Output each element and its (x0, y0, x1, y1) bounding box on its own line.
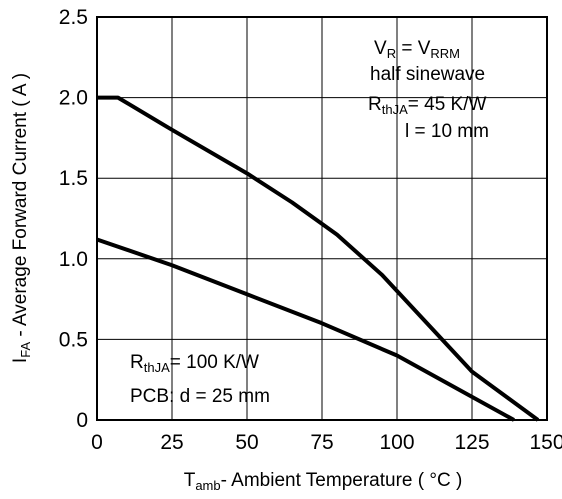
annotation-bottom-left: RthJA= 100 K/W PCB: d = 25 mm (130, 352, 270, 407)
x-tick-label: 150 (529, 431, 562, 454)
y-tick-label: 0 (76, 409, 88, 432)
x-tick-label: 125 (454, 431, 489, 454)
x-axis-label-rest: - Ambient Temperature ( °C ) (221, 470, 463, 491)
x-tick-label: 75 (310, 431, 333, 454)
plot-frame (96, 16, 548, 421)
x-axis-label-sub: amb (195, 478, 220, 493)
x-tick-label: 100 (379, 431, 414, 454)
series-line-2 (96, 237, 515, 422)
y-tick-label: 2.0 (59, 87, 88, 110)
series-line-1 (97, 95, 540, 422)
y-tick-label: 0.5 (59, 328, 88, 351)
x-axis-label: Tamb- Ambient Temperature ( °C ) (184, 470, 463, 493)
grid (97, 17, 547, 420)
annotation-rthja-45: RthJA= 45 K/W (368, 94, 486, 117)
annotation-rthja-100: RthJA= 100 K/W (130, 352, 259, 375)
annotation-top-right: VR = VRRM half sinewave RthJA= 45 K/W l … (368, 38, 489, 142)
x-tick-label: 25 (160, 431, 183, 454)
x-tick-label: 0 (91, 431, 103, 454)
annotation-length: l = 10 mm (405, 121, 489, 142)
y-axis-label-rest: - Average Forward Current ( A ) (10, 73, 31, 342)
series-group (96, 95, 540, 422)
x-tick-label: 50 (235, 431, 258, 454)
annotation-vr: VR = VRRM (374, 38, 460, 61)
y-tick-label: 1.5 (59, 167, 88, 190)
y-axis-label-sub: FA (18, 342, 33, 358)
y-tick-label: 1.0 (59, 248, 88, 271)
annotation-half-sinewave: half sinewave (370, 64, 485, 85)
y-tick-labels: 0 0.5 1.0 1.5 2.0 2.5 (59, 6, 88, 432)
y-axis-label-main: I (10, 358, 31, 363)
y-tick-label: 2.5 (59, 6, 88, 29)
x-axis-label-main: T (184, 470, 196, 491)
x-tick-labels: 0 25 50 75 100 125 150 (91, 431, 562, 454)
annotation-pcb: PCB: d = 25 mm (130, 386, 270, 407)
y-axis-label: IFA - Average Forward Current ( A ) (10, 73, 33, 363)
